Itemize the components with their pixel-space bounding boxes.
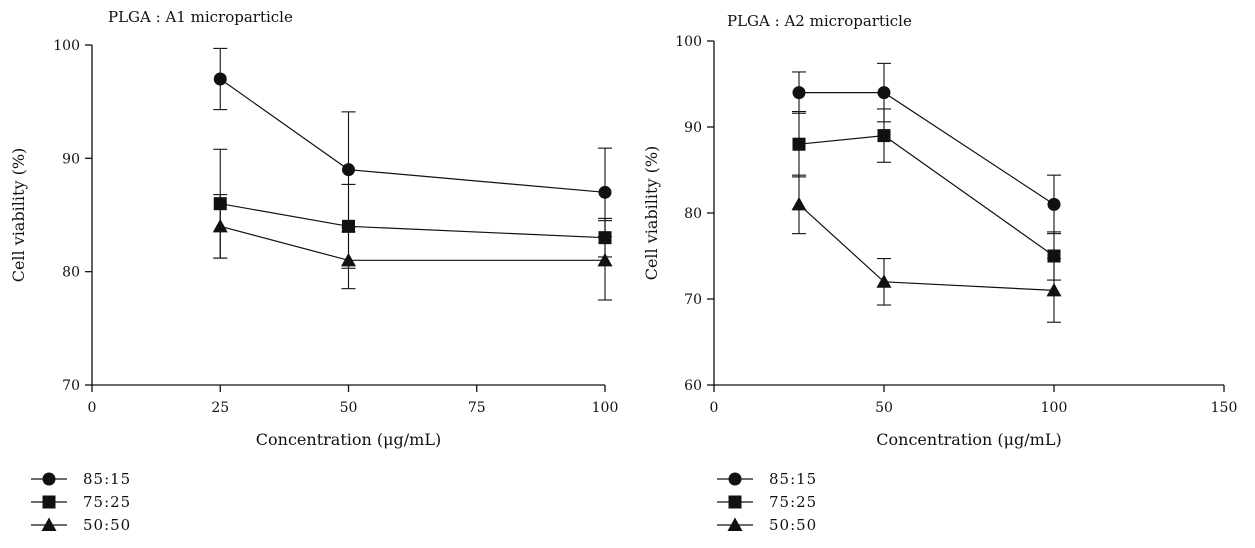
y-tick-label: 60 xyxy=(684,378,702,394)
series-triangle xyxy=(212,194,613,301)
data-point-square xyxy=(792,137,806,151)
y-axis-title: Cell viability (%) xyxy=(9,148,28,283)
series-line xyxy=(798,203,1055,291)
y-tick-label: 70 xyxy=(684,292,702,308)
x-tick-label: 100 xyxy=(1041,400,1068,416)
x-tick-label: 75 xyxy=(468,400,486,416)
x-tick-label: 50 xyxy=(340,400,358,416)
legend-marker-square xyxy=(728,495,742,509)
data-point-triangle xyxy=(791,196,807,211)
chart-panel-1: PLGA : A1 microparticle 70 80 90 100 0 25 50 75 1… xyxy=(9,8,618,534)
series-circle xyxy=(213,47,612,238)
y-tick-label: 100 xyxy=(675,34,702,50)
data-point-circle xyxy=(792,86,806,100)
data-point-triangle xyxy=(341,252,356,267)
x-tick-label: 0 xyxy=(88,400,97,416)
y-tick-label: 70 xyxy=(62,378,80,394)
series-square xyxy=(792,108,1061,281)
x-axis-title: Concentration (μg/mL) xyxy=(256,430,441,449)
chart-title: PLGA : A1 microparticle xyxy=(108,8,293,26)
series-circle xyxy=(792,62,1061,235)
data-point-circle xyxy=(877,86,891,100)
chart-title: PLGA : A2 microparticle xyxy=(727,12,912,30)
series-line xyxy=(799,91,1055,205)
x-tick-label: 50 xyxy=(875,400,893,416)
legend: 85:15 75:25 50:50 xyxy=(717,470,817,534)
data-point-triangle xyxy=(212,218,228,233)
legend-label: 75:25 xyxy=(769,493,817,511)
series-line xyxy=(220,225,605,261)
legend-label: 85:15 xyxy=(769,470,817,488)
legend-label: 75:25 xyxy=(83,493,131,511)
legend-label: 50:50 xyxy=(83,516,131,534)
series-line xyxy=(219,78,606,193)
series-triangle xyxy=(791,174,1062,323)
y-tick-label: 80 xyxy=(62,265,80,281)
series-square xyxy=(213,148,612,269)
data-point-circle xyxy=(598,185,612,199)
y-tick-label: 100 xyxy=(53,38,80,54)
legend-marker-circle xyxy=(42,472,56,486)
data-point-square xyxy=(342,219,355,233)
legend: 85:15 75:25 50:50 xyxy=(31,470,131,534)
y-tick-label: 80 xyxy=(684,206,702,222)
y-axis-title: Cell viability (%) xyxy=(642,146,661,281)
legend-marker-triangle xyxy=(41,517,57,531)
x-axis-title: Concentration (μg/mL) xyxy=(876,430,1061,449)
legend-marker-square xyxy=(42,495,56,509)
data-point-square xyxy=(877,129,891,143)
data-point-triangle xyxy=(597,252,613,267)
x-tick-label: 25 xyxy=(211,400,229,416)
x-tick-label: 100 xyxy=(592,400,619,416)
data-point-triangle xyxy=(876,274,892,288)
legend-marker-triangle xyxy=(727,517,743,531)
chart-panel-2: PLGA : A2 microparticle 60 70 80 90 100 0 50 100… xyxy=(642,12,1237,534)
y-tick-label: 90 xyxy=(62,151,80,167)
data-point-circle xyxy=(342,163,355,177)
x-tick-label: 150 xyxy=(1211,400,1238,416)
series-line xyxy=(220,203,606,239)
series-line xyxy=(798,134,1055,257)
data-point-circle xyxy=(1047,197,1061,211)
x-tick-label: 0 xyxy=(710,400,719,416)
data-point-square xyxy=(1047,249,1061,263)
legend-label: 50:50 xyxy=(769,516,817,534)
data-point-circle xyxy=(213,72,227,86)
data-point-triangle xyxy=(1046,282,1062,297)
legend-marker-circle xyxy=(728,472,742,486)
y-tick-label: 90 xyxy=(684,120,702,136)
legend-label: 85:15 xyxy=(83,470,131,488)
